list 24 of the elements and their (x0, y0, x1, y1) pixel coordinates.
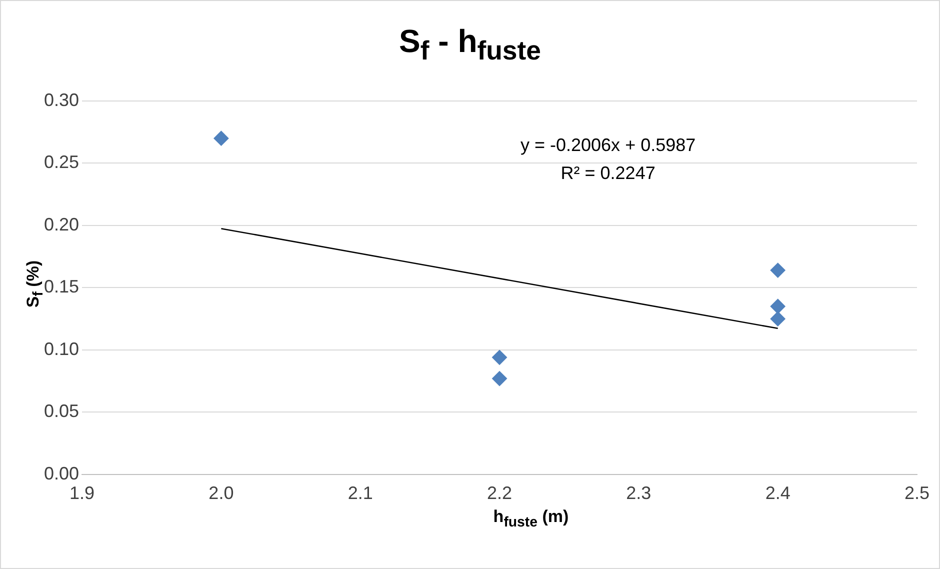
y-tick-label: 0.20 (44, 214, 80, 234)
y-tick-label: 0.25 (44, 152, 80, 172)
point (214, 130, 229, 146)
x-tick-label: 2.2 (487, 483, 512, 504)
x-tick-label: 2.0 (208, 483, 234, 504)
x-tick-label: 2.1 (348, 483, 373, 504)
y-tick-label: 0.10 (44, 338, 80, 359)
annotation: y = -0.2006x + 0.5987 (520, 135, 696, 155)
chart-title: S$_{f}$ - h$_{fuste}$ (398, 23, 542, 66)
x-tick-label: 2.4 (765, 483, 790, 504)
x-tick-label: 1.9 (70, 483, 95, 504)
point (770, 298, 786, 314)
y-tick-label: 0.30 (44, 90, 80, 110)
x-axis-title: h$_{fuste}$ (m) (492, 507, 570, 530)
point (770, 262, 786, 278)
x-tick-label: 2.3 (626, 483, 652, 504)
point (770, 311, 786, 326)
point (492, 371, 508, 386)
x-tick-label: 2.5 (904, 483, 930, 504)
y-tick-label: 0.05 (44, 401, 80, 422)
point (492, 350, 508, 365)
annotation: R² = 0.2247 (560, 163, 656, 183)
y-tick-label: 0.15 (44, 276, 80, 297)
y-tick-label: 0.00 (44, 463, 80, 484)
